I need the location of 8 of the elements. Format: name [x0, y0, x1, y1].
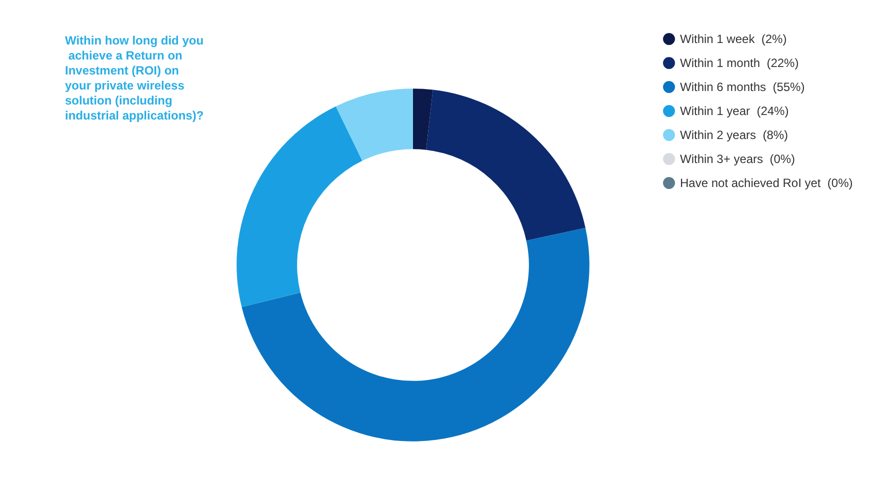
- legend-label: Within 1 week (2%): [680, 32, 787, 46]
- legend-label: Within 1 month (22%): [680, 56, 799, 70]
- text: Within how long did you achieve a Return on Investment (ROI) on your private wireless solution (including industrial applications)?: [65, 34, 204, 122]
- legend-label: Within 2 years (8%): [680, 128, 788, 142]
- legend-label: Within 6 months (55%): [680, 80, 805, 94]
- legend-label: Have not achieved RoI yet (0%): [680, 176, 853, 190]
- legend-label: Within 1 year (24%): [680, 104, 789, 118]
- legend-label: Within 3+ years (0%): [680, 152, 796, 166]
